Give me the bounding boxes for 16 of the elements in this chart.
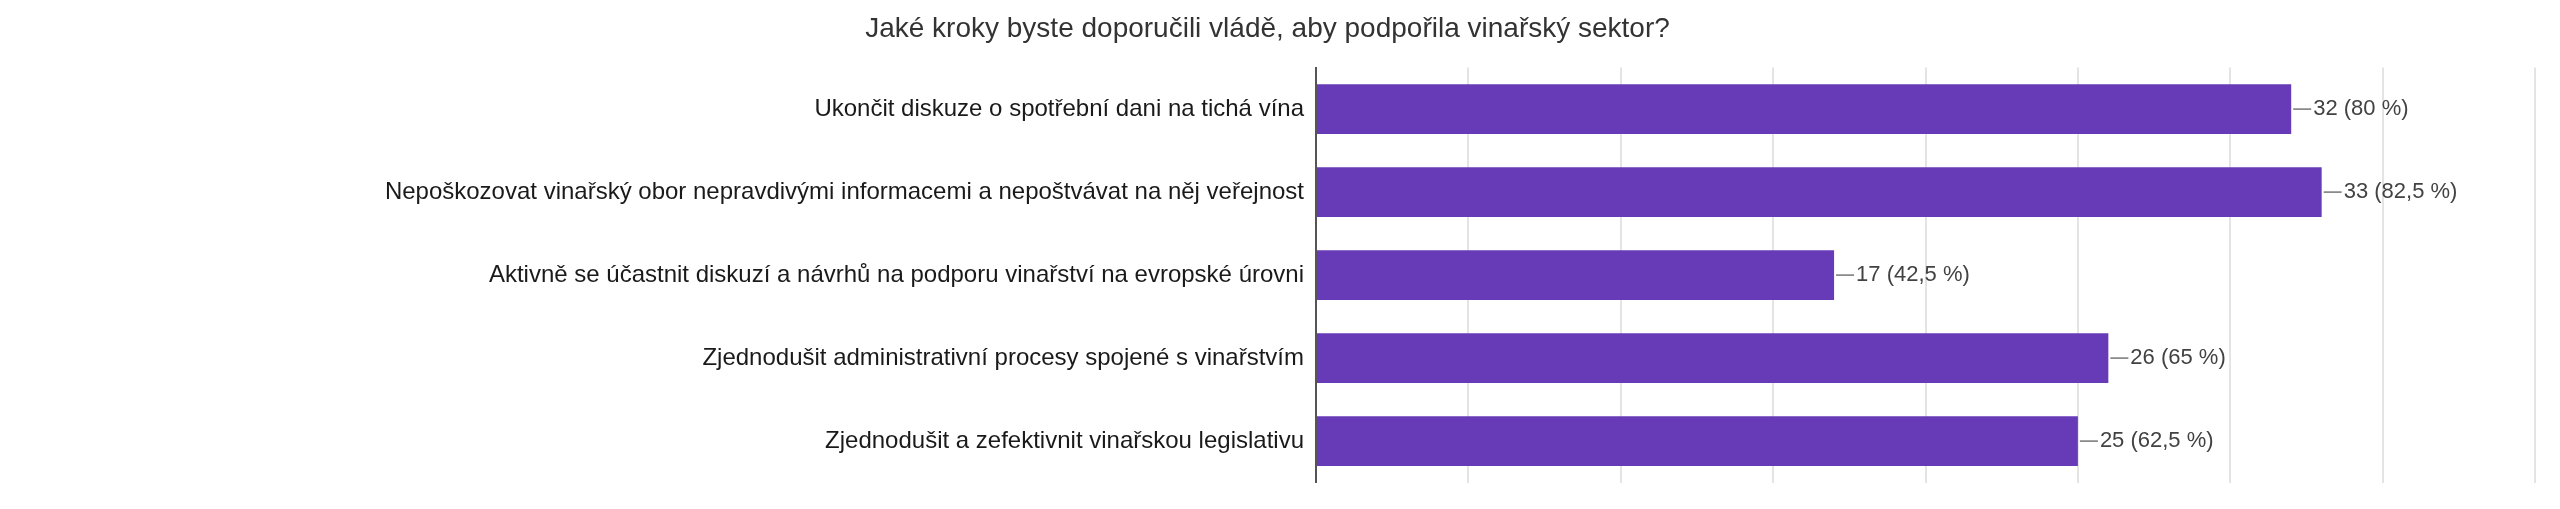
data-label: 33 (82,5 %) [2343, 178, 2458, 204]
y-tick-label: Ukončit diskuze o spotřební dani na tichá vína [814, 93, 1305, 121]
y-tick-label: Zjednodušit administrativní procesy spojené s vinařstvím [702, 342, 1304, 370]
y-tick-label: Aktivně se účastnit diskuzí a návrhů na podporu vinařství na evropské úrovni [488, 259, 1304, 287]
bar [1317, 84, 2292, 134]
bar [1317, 416, 2078, 466]
bar [1317, 167, 2322, 217]
y-tick-label: Nepoškozovat vinařský obor nepravdivými informacemi a nepoštvávat na něj veřejnost [384, 176, 1305, 204]
y-tick-label: Zjednodušit a zefektivnit vinařskou legislativu [825, 425, 1304, 453]
bar [1317, 333, 2109, 383]
data-label: 25 (62,5 %) [2099, 427, 2214, 453]
bar [1317, 250, 1835, 300]
data-label: 32 (80 %) [2313, 95, 2409, 121]
data-label: 26 (65 %) [2130, 344, 2226, 370]
data-label: 17 (42,5 %) [1856, 261, 1970, 287]
chart-title: Jaké kroky byste doporučili vládě, aby podpořila vinařský sektor? [865, 11, 1670, 43]
